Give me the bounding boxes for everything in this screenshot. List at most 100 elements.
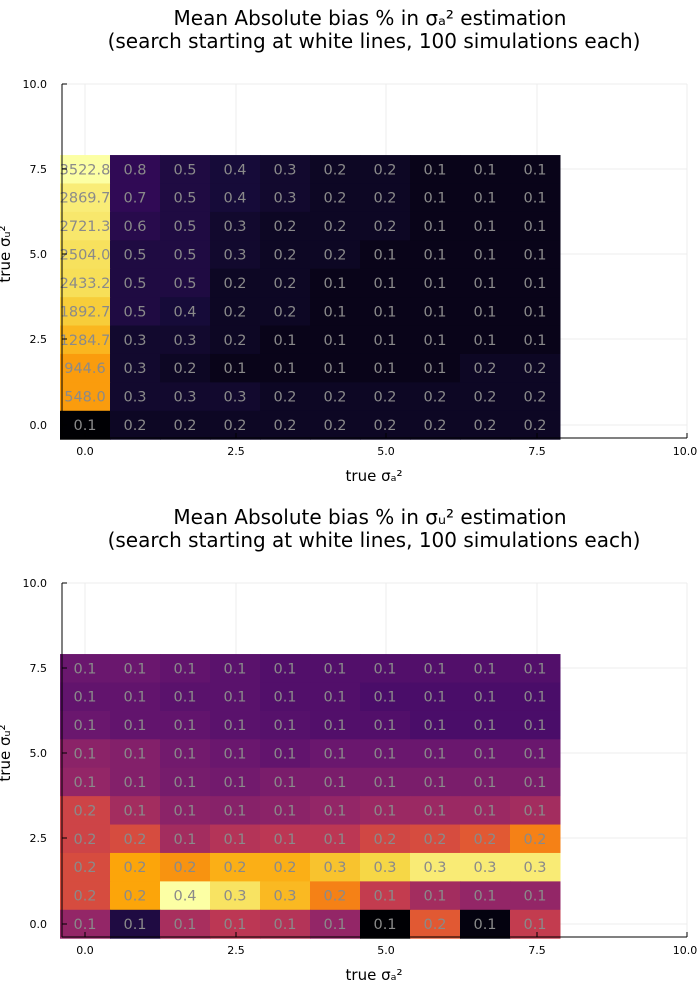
heatmap-cell xyxy=(110,410,161,440)
heatmap-cell xyxy=(260,353,311,383)
heatmap-cell xyxy=(510,410,561,440)
y-axis-label-1: true σᵤ² xyxy=(0,225,14,282)
heatmap-cell-label: 0.1 xyxy=(473,747,496,763)
heatmap-cell xyxy=(510,881,561,911)
chart-title-2-line2: (search starting at white lines, 100 sim… xyxy=(108,528,641,552)
x-tick-label: 10.0 xyxy=(673,445,698,458)
heatmap-cell-label: 0.2 xyxy=(273,248,296,264)
heatmap-cell xyxy=(210,183,261,213)
heatmap-cell xyxy=(60,682,111,712)
heatmap-cell-label: 0.1 xyxy=(173,718,196,734)
heatmap-cell-label: 0.1 xyxy=(373,889,396,905)
heatmap-cell-label: 0.1 xyxy=(273,775,296,791)
heatmap-cell xyxy=(460,297,511,327)
heatmap-cell-label: 0.1 xyxy=(273,803,296,819)
heatmap-cell-label: 0.1 xyxy=(173,690,196,706)
heatmap-cell xyxy=(160,382,211,412)
heatmap-cell-label: 0.1 xyxy=(473,248,496,264)
heatmap-cell-label: 0.1 xyxy=(223,361,246,377)
heatmap-cell-label: 0.5 xyxy=(123,304,146,320)
heatmap-cell-label: 2721.3 xyxy=(60,219,111,235)
heatmap-cell xyxy=(110,796,161,826)
heatmap-cell xyxy=(260,881,311,911)
heatmap-cell xyxy=(60,297,111,327)
heatmap-cell xyxy=(110,824,161,854)
heatmap-cell xyxy=(210,297,261,327)
heatmap-cell-label: 0.1 xyxy=(223,832,246,848)
heatmap-cell-label: 0.3 xyxy=(273,162,296,178)
heatmap-cell xyxy=(510,211,561,241)
heatmap-cell-label: 0.1 xyxy=(423,248,446,264)
heatmap-cell-label: 0.1 xyxy=(273,661,296,677)
heatmap-cell-label: 0.8 xyxy=(123,162,146,178)
heatmap-cell xyxy=(410,796,461,826)
heatmap-cell xyxy=(510,297,561,327)
heatmap-cell-label: 0.2 xyxy=(473,418,496,434)
x-tick-label: 0.0 xyxy=(76,445,94,458)
heatmap-cell xyxy=(210,410,261,440)
heatmap-cell-label: 0.1 xyxy=(473,889,496,905)
heatmap-cell xyxy=(260,710,311,740)
heatmap-cell-labels-1: 3522.8 0.8 0.5 0.4 0.3 0.2 0.2 0.1 0.1 0.1 2869.7 0… xyxy=(60,162,547,434)
heatmap-cell xyxy=(310,796,361,826)
heatmap-panel-2: Mean Absolute bias % in σᵤ² estimation (… xyxy=(0,505,697,984)
y-tick-label: 2.5 xyxy=(30,832,48,845)
heatmap-cell-label: 0.1 xyxy=(523,191,546,207)
heatmap-cell-label: 0.1 xyxy=(473,917,496,933)
heatmap-cell xyxy=(360,739,411,769)
heatmap-cell-label: 0.2 xyxy=(323,418,346,434)
heatmap-cell xyxy=(160,353,211,383)
heatmap-cell-label: 0.1 xyxy=(423,690,446,706)
heatmap-cell-label: 0.1 xyxy=(323,276,346,292)
heatmap-cell xyxy=(160,325,211,355)
heatmap-cell xyxy=(160,909,211,939)
heatmap-cell-label: 0.2 xyxy=(323,889,346,905)
heatmap-cell xyxy=(460,268,511,298)
heatmap-cell xyxy=(410,155,461,184)
heatmap-cell xyxy=(210,240,261,270)
y-tick-label: 7.5 xyxy=(30,163,48,176)
heatmap-cell-label: 0.1 xyxy=(423,889,446,905)
heatmap-cell xyxy=(160,240,211,270)
heatmap-cell xyxy=(210,268,261,298)
heatmap-cell xyxy=(60,183,111,213)
heatmap-cell-label: 0.5 xyxy=(123,248,146,264)
heatmap-cell-label: 0.1 xyxy=(523,219,546,235)
heatmap-cell xyxy=(110,909,161,939)
heatmap-cell-label: 0.1 xyxy=(123,661,146,677)
heatmap-cell xyxy=(510,739,561,769)
heatmap-cell-label: 0.1 xyxy=(323,304,346,320)
heatmap-cell xyxy=(310,852,361,882)
heatmap-cell xyxy=(60,325,111,355)
heatmap-cell-label: 1284.7 xyxy=(60,333,111,349)
heatmap-cell xyxy=(460,909,511,939)
heatmap-cell-label: 0.1 xyxy=(523,747,546,763)
heatmap-cell-label: 0.1 xyxy=(73,418,96,434)
heatmap-cell xyxy=(60,155,111,184)
heatmap-cell xyxy=(210,881,261,911)
heatmap-cell-label: 0.2 xyxy=(73,803,96,819)
heatmap-cell xyxy=(260,852,311,882)
heatmap-cell xyxy=(510,682,561,712)
heatmap-cell-label: 0.3 xyxy=(273,889,296,905)
heatmap-cell xyxy=(360,268,411,298)
heatmap-cell-label: 0.2 xyxy=(373,162,396,178)
heatmap-cell xyxy=(310,155,361,184)
heatmap-cell-label: 0.3 xyxy=(273,191,296,207)
y-tick-label: 7.5 xyxy=(30,662,48,675)
heatmap-cell-label: 0.1 xyxy=(123,718,146,734)
heatmap-cell-label: 1892.7 xyxy=(60,304,111,320)
heatmap-cell-label: 0.2 xyxy=(223,333,246,349)
heatmap-cell-label: 0.2 xyxy=(473,390,496,406)
heatmap-cell xyxy=(260,268,311,298)
heatmap-cell-label: 0.1 xyxy=(373,248,396,264)
x-tick-label: 7.5 xyxy=(528,944,546,957)
heatmap-cell xyxy=(260,824,311,854)
heatmap-cell xyxy=(460,183,511,213)
heatmap-cell-label: 0.1 xyxy=(473,661,496,677)
heatmap-cell-label: 0.1 xyxy=(273,690,296,706)
y-tick-label: 5.0 xyxy=(30,248,48,261)
heatmap-cell xyxy=(360,382,411,412)
heatmap-cell xyxy=(260,654,311,683)
y-tick-label: 2.5 xyxy=(30,333,48,346)
